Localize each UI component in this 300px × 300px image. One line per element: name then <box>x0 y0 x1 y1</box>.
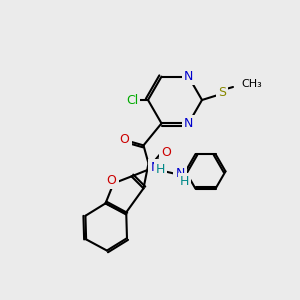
Text: N: N <box>184 117 193 130</box>
Text: H: H <box>156 163 165 176</box>
Text: CH₃: CH₃ <box>241 79 262 89</box>
Text: O: O <box>162 146 171 159</box>
Text: O: O <box>106 174 116 187</box>
Text: N: N <box>184 70 193 83</box>
Text: S: S <box>218 85 226 98</box>
Text: Cl: Cl <box>126 94 138 106</box>
Text: N: N <box>176 167 185 180</box>
Text: N: N <box>151 161 160 174</box>
Text: H: H <box>180 175 189 188</box>
Text: O: O <box>120 133 129 146</box>
